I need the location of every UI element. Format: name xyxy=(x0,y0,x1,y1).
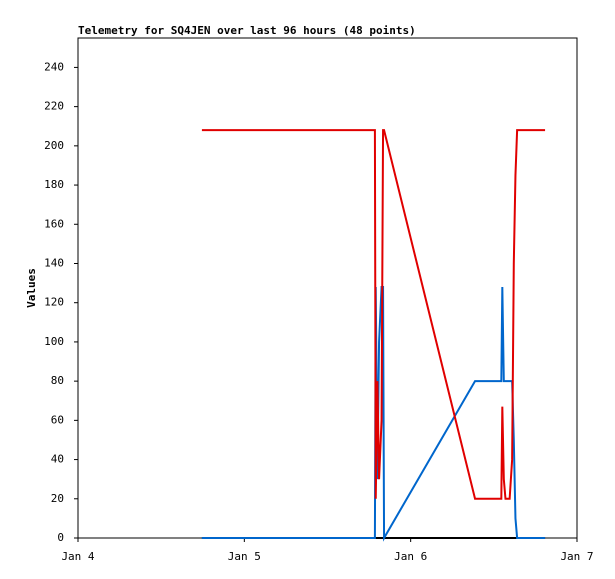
x-tick-label: Jan 6 xyxy=(394,550,427,563)
y-axis-label: Values xyxy=(25,268,38,308)
chart-title: Telemetry for SQ4JEN over last 96 hours … xyxy=(78,24,416,37)
y-tick-label: 240 xyxy=(44,60,64,73)
y-tick-label: 120 xyxy=(44,296,64,309)
y-tick-label: 180 xyxy=(44,178,64,191)
x-tick-label: Jan 5 xyxy=(228,550,261,563)
x-tick-label: Jan 7 xyxy=(560,550,593,563)
series-line xyxy=(201,129,546,500)
x-tick-label: Jan 4 xyxy=(61,550,94,563)
y-tick-label: 20 xyxy=(51,492,64,505)
y-tick-label: 0 xyxy=(57,531,64,544)
y-tick-label: 100 xyxy=(44,335,64,348)
y-tick-label: 140 xyxy=(44,256,64,269)
y-tick-label: 40 xyxy=(51,453,64,466)
y-tick-label: 220 xyxy=(44,100,64,113)
y-tick-label: 200 xyxy=(44,139,64,152)
y-tick-label: 160 xyxy=(44,217,64,230)
y-tick-label: 60 xyxy=(51,413,64,426)
series-line xyxy=(201,286,546,542)
y-tick-label: 80 xyxy=(51,374,64,387)
